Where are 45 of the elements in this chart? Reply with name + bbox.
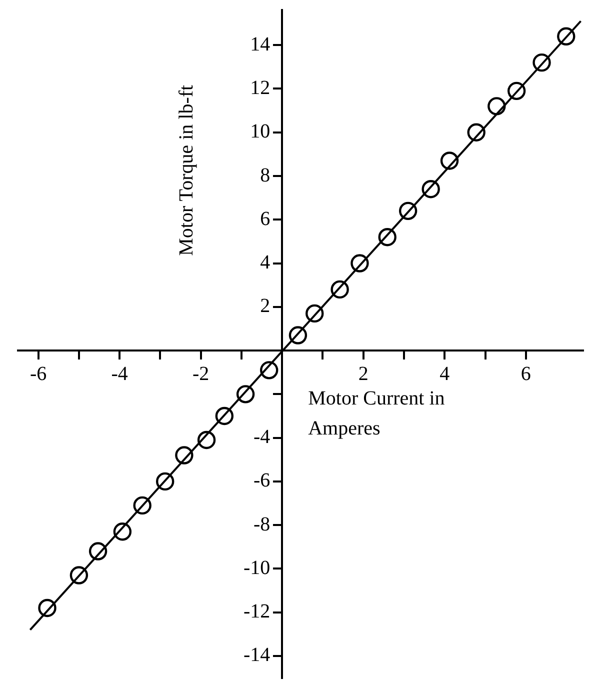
y-tick-label: 12 (250, 76, 270, 99)
y-tick-label: -10 (243, 556, 270, 579)
point (507, 82, 526, 100)
y-tick-label: 2 (260, 295, 270, 318)
point (330, 280, 349, 299)
point (306, 304, 324, 323)
x-tick-label: -4 (111, 362, 128, 385)
y-tick-label: 8 (260, 164, 270, 186)
y-tick-label: -12 (243, 600, 270, 623)
x-tick-label: -6 (30, 362, 47, 385)
x-tick-label: 6 (520, 362, 531, 385)
y-tick-label: -6 (253, 470, 270, 492)
point (260, 361, 278, 380)
y-tick-label: -4 (253, 426, 270, 448)
x-axis-title: Motor Current in Amperes (308, 388, 445, 440)
point (113, 522, 132, 541)
point (288, 326, 308, 344)
point (398, 202, 418, 220)
point (197, 430, 216, 450)
point (378, 228, 396, 246)
y-axis-title: Motor Torque in lb-ft (175, 84, 198, 256)
x-tick-label: 4 (440, 362, 450, 385)
point (38, 598, 56, 618)
point (422, 180, 440, 198)
point (532, 53, 551, 72)
point (350, 254, 369, 272)
y-tick-label: 10 (250, 120, 270, 143)
point (488, 97, 506, 116)
y-tick-label: 4 (260, 252, 270, 274)
point (440, 152, 459, 170)
y-tick-label: -8 (253, 513, 270, 536)
point (70, 566, 88, 584)
x-tick-label: 2 (358, 362, 368, 385)
point (215, 406, 234, 426)
point (467, 123, 486, 142)
y-tick-label: 14 (250, 33, 270, 56)
point (88, 542, 108, 560)
y-tick-label: -14 (243, 644, 270, 666)
point (236, 385, 255, 404)
point (133, 496, 152, 515)
point (156, 472, 174, 491)
point (557, 27, 576, 46)
x-tick-label: -2 (192, 362, 210, 385)
point (175, 446, 194, 464)
y-tick-label: 6 (260, 208, 270, 230)
